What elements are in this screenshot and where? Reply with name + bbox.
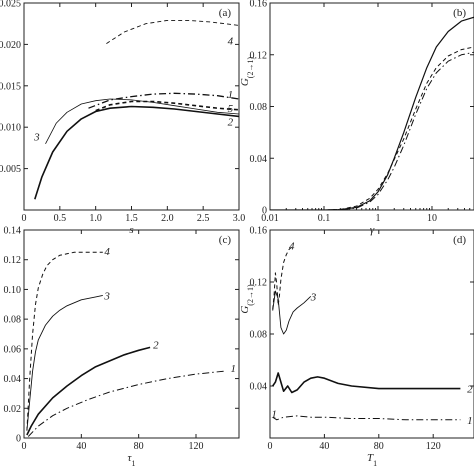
- plot-frame: [269, 2, 474, 211]
- y-tick-label: 0.08: [4, 315, 22, 326]
- series-line-4: [26, 251, 103, 431]
- series-line-4: [106, 19, 239, 44]
- panel-label: (a): [219, 7, 232, 19]
- y-tick-label: 0.14: [4, 226, 22, 237]
- curve-label-1: 1: [271, 408, 277, 420]
- x-tick-label: 0: [268, 441, 273, 452]
- x-tick-label: 0.5: [54, 213, 67, 224]
- x-axis-label-subscript: 1: [373, 459, 377, 468]
- curve-label-2: 2: [153, 339, 159, 351]
- series-line-2: [272, 372, 461, 394]
- y-tick-label: 0.04: [4, 374, 22, 385]
- series-line-4: [272, 246, 293, 310]
- series-line-1: [272, 415, 461, 421]
- y-tick-label: 0.005: [0, 164, 21, 175]
- curve-label-5: 5: [228, 103, 234, 115]
- x-tick-label: 80: [374, 441, 384, 452]
- x-tick-label: 1.0: [89, 213, 102, 224]
- series-line-1: [88, 92, 239, 109]
- y-tick-label: 0.16: [250, 0, 268, 10]
- y-tick-label: 0.015: [0, 81, 21, 92]
- x-tick-label: 1: [375, 213, 380, 224]
- y-tick-label: 0.16: [250, 226, 268, 237]
- y-tick-label: 0.12: [4, 255, 22, 266]
- y-tick-label: 0: [262, 206, 267, 217]
- panel-a: 0 0.5 1.0 1.5 2.0 2.5 3.0 0.005 0.010 0.015 0.020 0…: [0, 0, 245, 236]
- curve-label-3: 3: [310, 291, 317, 303]
- y-tick-label: 0.12: [250, 278, 268, 289]
- x-tick-label: 0: [22, 213, 27, 224]
- series-line-1: [270, 16, 474, 210]
- panel-c: 0 40 80 120 0 0.02 0.04 0.06 0.08 0.10 0.12 0.14 τ1 (…: [4, 226, 240, 468]
- y-tick-label: 0.06: [4, 344, 22, 355]
- panel-label: (b): [453, 7, 466, 19]
- panel-d: 0 40 80 120 0.04 0.08 0.12 0.16 T1 G(2→1) (d) 1 2 3 4 1: [239, 226, 474, 468]
- series-line-3: [272, 290, 312, 335]
- y-tick-label: 0.02: [4, 404, 22, 415]
- curve-label-1: 1: [231, 363, 237, 375]
- x-axis-label-subscript: 1: [131, 459, 135, 468]
- series-line-2: [34, 105, 239, 200]
- series-line-2: [270, 46, 474, 210]
- curve-label-1: 1: [228, 89, 234, 101]
- series-line-3: [26, 294, 103, 431]
- y-tick-label: 0.025: [0, 0, 21, 10]
- y-axis-label: G(2→1): [239, 284, 255, 314]
- series-line-2: [26, 346, 151, 436]
- y-tick-label: 0.08: [250, 330, 268, 341]
- series-line-1: [27, 370, 225, 437]
- x-tick-label: 0.01: [261, 213, 279, 224]
- panel-label: (d): [453, 234, 466, 246]
- curve-label-3: 3: [103, 290, 110, 302]
- curve-label-3: 3: [33, 131, 40, 143]
- curve-label-4: 4: [228, 35, 234, 47]
- x-tick-label: 0.1: [318, 213, 331, 224]
- x-tick-label: 120: [189, 441, 204, 452]
- x-tick-label: 10: [427, 213, 437, 224]
- x-axis-label: τ1: [128, 452, 136, 468]
- curve-label-1: 1: [467, 415, 473, 427]
- x-tick-label: 40: [76, 441, 86, 452]
- y-tick-label: 0.04: [250, 154, 268, 165]
- series-line-5: [95, 100, 239, 112]
- curve-label-4: 4: [104, 246, 110, 258]
- x-tick-label: 80: [134, 441, 144, 452]
- x-tick-label: 40: [319, 441, 329, 452]
- y-axis-label: G(2→1): [239, 57, 255, 87]
- y-tick-label: 0.12: [250, 50, 268, 61]
- x-axis-label: T1: [367, 452, 377, 468]
- x-tick-label: 0: [22, 441, 27, 452]
- x-tick-label: 2.0: [161, 213, 174, 224]
- plot-frame: [269, 229, 474, 439]
- x-tick-label: 2.5: [197, 213, 210, 224]
- y-tick-label: 0.04: [250, 382, 268, 393]
- y-tick-label: 0.010: [0, 123, 21, 134]
- series-line-3: [270, 51, 474, 210]
- curve-label-2: 2: [228, 116, 234, 128]
- panel-label: (c): [219, 234, 232, 246]
- y-axis-label-subscript: (2→1): [246, 284, 255, 306]
- curve-label-2: 2: [467, 384, 473, 396]
- plot-frame: [23, 229, 240, 439]
- y-tick-label: 0.08: [250, 102, 268, 113]
- y-axis-label-subscript: (2→1): [246, 57, 255, 79]
- y-tick-label: 0: [16, 434, 21, 445]
- x-tick-label: 3.0: [233, 213, 246, 224]
- x-tick-label: 120: [426, 441, 441, 452]
- y-tick-label: 0.10: [4, 285, 22, 296]
- y-tick-label: 0.020: [0, 40, 21, 51]
- series-line-3: [45, 98, 239, 144]
- curve-label-4: 4: [289, 241, 295, 253]
- x-tick-label: 1.5: [125, 213, 138, 224]
